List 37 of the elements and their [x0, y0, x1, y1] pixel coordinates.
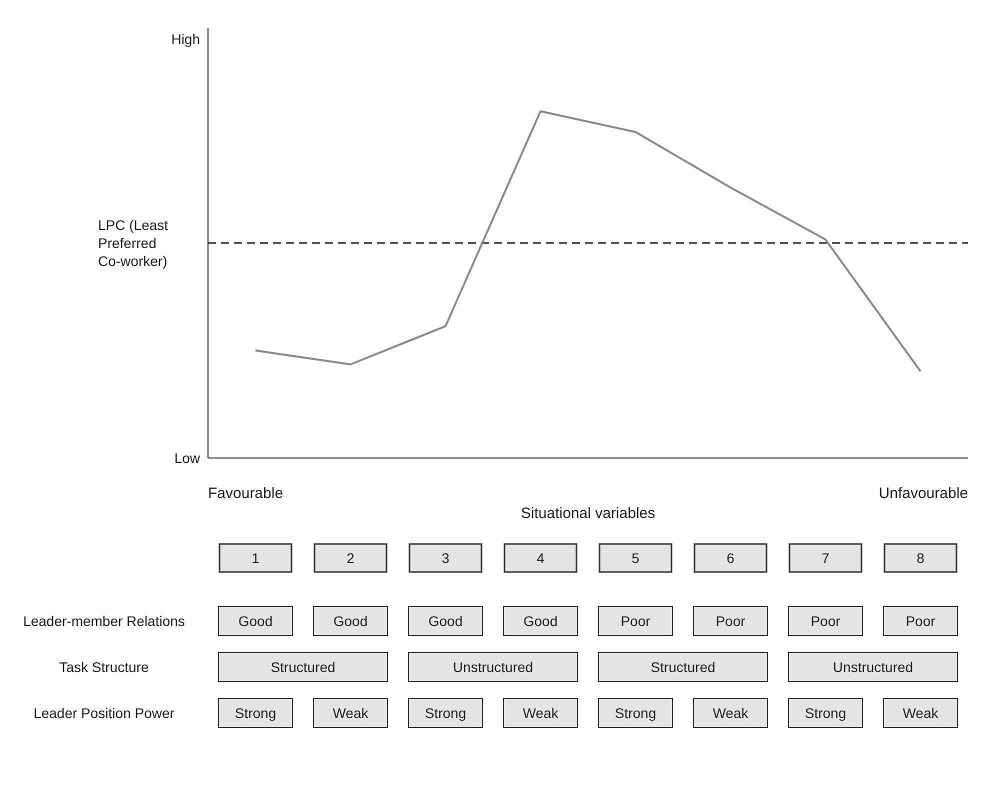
x-tick-label: 6 — [726, 550, 735, 566]
text: Strong — [218, 698, 293, 728]
text: High — [171, 31, 200, 47]
text: Unstructured — [788, 652, 958, 682]
x-tick-label: 5 — [632, 550, 640, 566]
text: Weak — [693, 698, 768, 728]
text: Weak — [883, 698, 958, 728]
text: Poor — [788, 606, 863, 636]
x-tick-label: 7 — [822, 550, 830, 566]
text: Good — [408, 606, 483, 636]
text: Strong — [408, 698, 483, 728]
text: Poor — [883, 606, 958, 636]
text: Poor — [693, 606, 768, 636]
text: Strong — [598, 698, 673, 728]
text: Structured — [598, 652, 768, 682]
text: Unfavourable — [878, 485, 968, 502]
x-axis-title: Situational variables — [520, 505, 656, 522]
text: Leader-member Relations — [22, 613, 186, 629]
text: Low — [174, 450, 201, 466]
text: Structured — [218, 652, 388, 682]
text: Poor — [598, 606, 673, 636]
text: Leader Position Power — [32, 705, 176, 721]
x-tick-label: 3 — [442, 550, 450, 566]
x-tick-label: 4 — [536, 550, 545, 566]
text: Good — [218, 606, 293, 636]
text: Good — [503, 606, 578, 636]
text: Strong — [788, 698, 863, 728]
text: Favourable — [208, 485, 284, 502]
text: Task Structure — [58, 659, 150, 675]
text: Weak — [313, 698, 388, 728]
text: Unstructured — [408, 652, 578, 682]
x-tick-label: 1 — [252, 550, 260, 566]
x-tick-label: 2 — [346, 550, 355, 566]
ref-line-label: LPC (Least Preferred Co-worker) — [98, 217, 168, 269]
text: Weak — [503, 698, 578, 728]
text: Good — [313, 606, 388, 636]
x-tick-label: 8 — [916, 550, 925, 566]
